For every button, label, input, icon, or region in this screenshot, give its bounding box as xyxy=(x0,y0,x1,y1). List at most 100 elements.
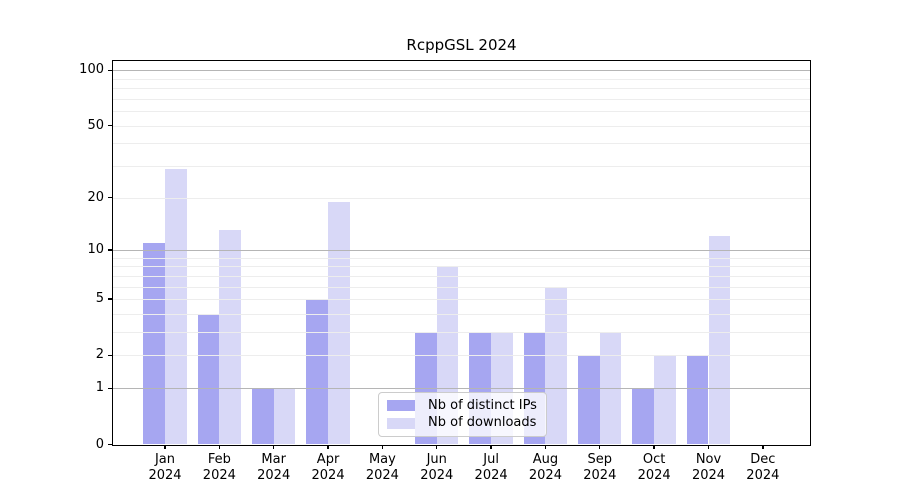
x-tick-month: Aug xyxy=(532,452,559,467)
y-tick-label-50: 50 xyxy=(87,117,104,133)
y-tick-label-10: 10 xyxy=(87,242,104,258)
gridline-minor-50 xyxy=(113,125,810,127)
gridline-minor-6 xyxy=(113,286,810,288)
x-tick-year: 2024 xyxy=(583,468,617,483)
gridline-major-10 xyxy=(113,250,810,252)
gridline-minor-3 xyxy=(113,332,810,334)
x-tick-oct xyxy=(653,445,655,449)
bar-downloads-oct xyxy=(654,355,676,445)
x-tick-year: 2024 xyxy=(202,468,236,483)
x-tick-year: 2024 xyxy=(257,468,291,483)
x-tick-month: Feb xyxy=(207,452,231,467)
bar-ips-apr xyxy=(306,299,329,445)
bar-downloads-nov xyxy=(708,236,731,445)
x-tick-month: Jun xyxy=(426,452,447,467)
x-tick-month: Jul xyxy=(483,452,499,467)
chart-title: RcppGSL 2024 xyxy=(406,36,517,54)
bar-ips-sep xyxy=(578,355,600,445)
bar-downloads-jan xyxy=(165,168,187,445)
y-tick-50 xyxy=(108,124,112,127)
x-tick-year: 2024 xyxy=(691,468,726,483)
bar-downloads-feb xyxy=(219,230,242,445)
x-tick-label-jul: Jul 2024 xyxy=(459,452,523,484)
x-tick-may xyxy=(381,445,384,449)
x-tick-month: Nov xyxy=(695,452,722,467)
bar-downloads-apr xyxy=(328,201,350,445)
gridline-major-100 xyxy=(113,70,810,72)
gridline-minor-80 xyxy=(113,88,810,90)
y-tick-label-100: 100 xyxy=(79,62,104,78)
gridline-minor-2 xyxy=(113,355,810,357)
x-tick-month: Dec xyxy=(750,452,776,467)
x-tick-jan xyxy=(164,445,166,449)
gridline-minor-9 xyxy=(113,257,810,259)
y-tick-label-1: 1 xyxy=(95,380,104,396)
legend-swatch-downloads xyxy=(387,417,415,429)
x-tick-mar xyxy=(273,445,275,449)
x-tick-month: May xyxy=(368,452,396,467)
x-tick-nov xyxy=(707,445,710,449)
y-tick-label-0: 0 xyxy=(95,436,104,452)
x-tick-label-feb: Feb 2024 xyxy=(187,452,251,484)
gridline-minor-4 xyxy=(113,313,810,315)
bar-downloads-aug xyxy=(545,286,568,445)
bar-ips-oct xyxy=(632,388,655,445)
x-tick-month: Apr xyxy=(316,452,340,467)
legend-label-ips: Nb of distinct IPs xyxy=(428,397,537,413)
x-tick-label-aug: Aug 2024 xyxy=(513,452,577,484)
x-tick-month: Oct xyxy=(642,452,666,467)
y-tick-label-5: 5 xyxy=(95,291,104,307)
x-tick-month: Mar xyxy=(261,452,286,467)
bar-downloads-sep xyxy=(599,332,622,445)
x-tick-label-dec: Dec 2024 xyxy=(731,452,795,484)
y-tick-20 xyxy=(108,196,112,199)
y-tick-0 xyxy=(108,443,112,446)
x-tick-aug xyxy=(544,445,547,449)
gridline-minor-60 xyxy=(113,111,810,113)
x-tick-apr xyxy=(327,445,329,449)
gridline-minor-30 xyxy=(113,166,810,167)
bar-ips-jan xyxy=(143,242,165,445)
x-tick-year: 2024 xyxy=(746,468,780,483)
x-tick-month: Sep xyxy=(587,452,613,467)
y-tick-1 xyxy=(108,387,112,389)
x-tick-dec xyxy=(762,445,764,449)
bar-downloads-mar xyxy=(273,388,296,445)
x-tick-feb xyxy=(218,445,221,449)
x-tick-year: 2024 xyxy=(637,468,671,483)
gridline-major-1 xyxy=(113,388,810,390)
legend-item-downloads: Nb of downloads xyxy=(387,415,538,431)
y-tick-2 xyxy=(108,354,112,357)
x-tick-label-jan: Jan 2024 xyxy=(133,452,197,484)
bar-ips-mar xyxy=(252,388,274,445)
plot-area xyxy=(113,61,810,445)
x-tick-year: 2024 xyxy=(365,468,399,483)
bar-ips-nov xyxy=(686,355,709,445)
gridline-minor-7 xyxy=(113,275,810,277)
gridline-minor-8 xyxy=(113,266,810,268)
x-tick-year: 2024 xyxy=(148,468,182,483)
x-tick-label-may: May 2024 xyxy=(350,452,414,484)
x-tick-label-apr: Apr 2024 xyxy=(296,452,360,484)
x-tick-year: 2024 xyxy=(311,468,345,483)
legend-item-ips: Nb of distinct IPs xyxy=(387,398,538,414)
x-tick-year: 2024 xyxy=(420,468,454,483)
y-tick-100 xyxy=(108,69,112,71)
y-tick-5 xyxy=(108,298,112,300)
gridline-minor-5 xyxy=(113,299,810,301)
gridline-minor-40 xyxy=(113,143,810,145)
x-tick-sep xyxy=(599,445,601,449)
legend-swatch-ips xyxy=(387,400,415,412)
x-tick-label-sep: Sep 2024 xyxy=(568,452,632,484)
bar-ips-feb xyxy=(197,313,220,445)
x-tick-label-mar: Mar 2024 xyxy=(242,452,306,484)
x-tick-year: 2024 xyxy=(528,468,562,483)
x-tick-jul xyxy=(490,445,492,449)
y-tick-10 xyxy=(108,249,112,251)
gridline-minor-70 xyxy=(113,98,810,100)
gridline-minor-20 xyxy=(113,197,810,199)
x-tick-label-nov: Nov 2024 xyxy=(677,452,741,484)
gridline-minor-90 xyxy=(113,78,810,80)
x-tick-month: Jan xyxy=(154,452,176,467)
